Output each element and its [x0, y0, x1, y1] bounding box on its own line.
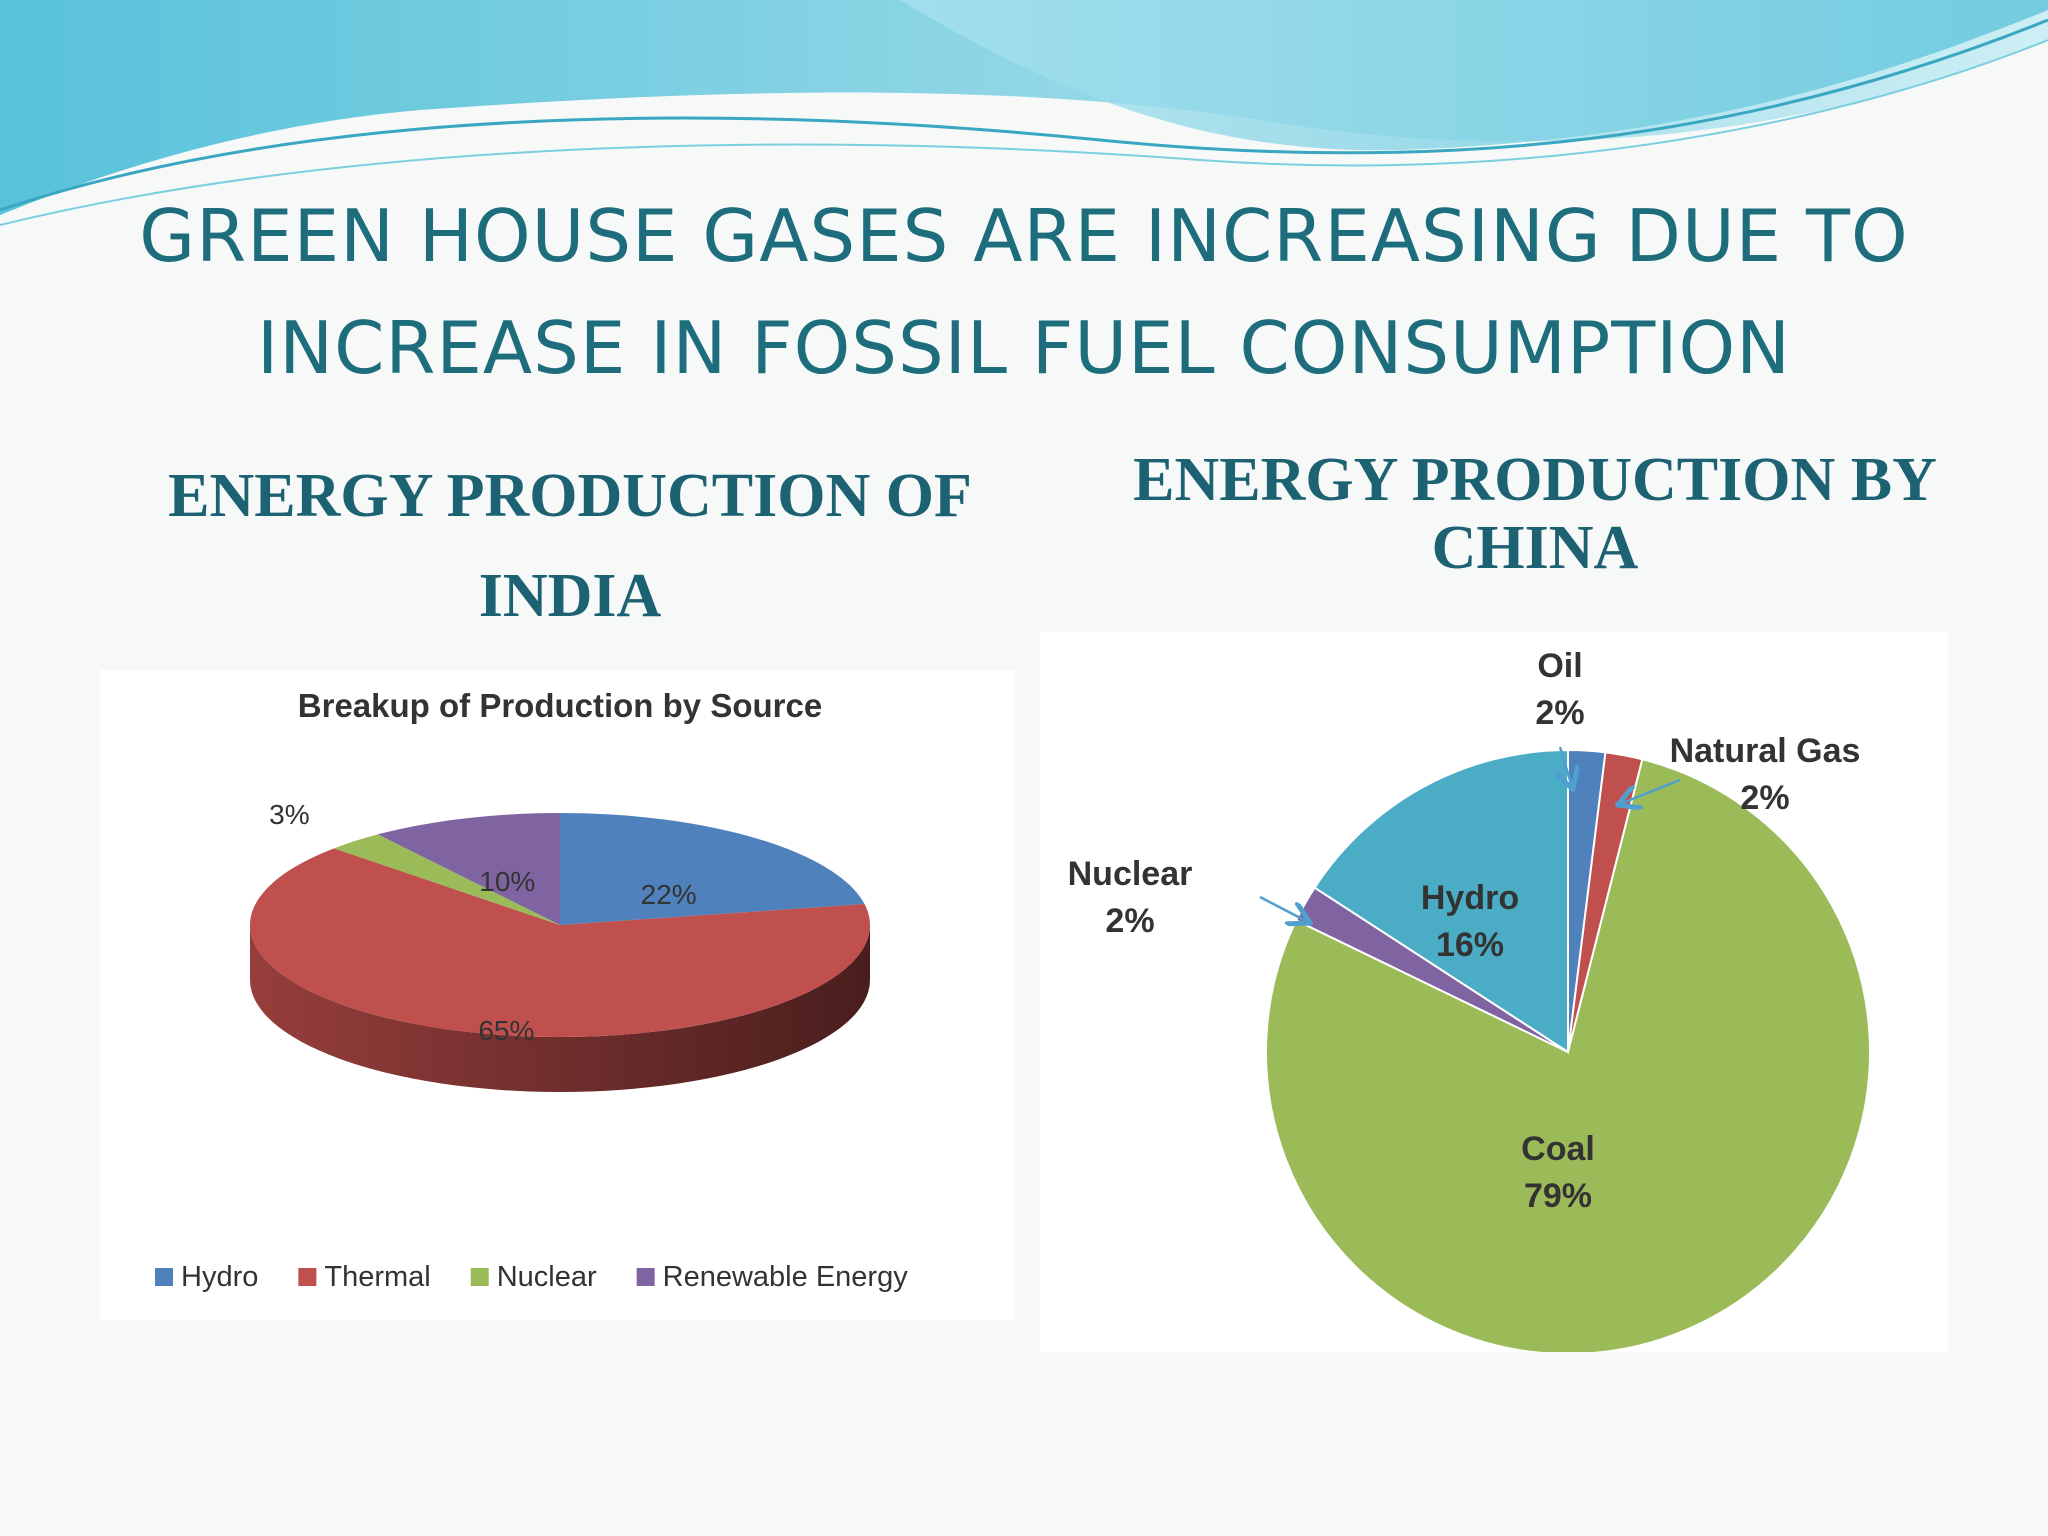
- india-slice-label-hydro: 22%: [641, 879, 697, 910]
- china-slice-value-natural-gas: 2%: [1740, 779, 1789, 817]
- china-heading: ENERGY PRODUCTION BY CHINA: [1080, 446, 1990, 582]
- india-slice-nuclear: [334, 834, 560, 925]
- china-heading-line-1: ENERGY PRODUCTION BY: [1133, 446, 1937, 514]
- china-slice-name-nuclear: Nuclear: [1068, 855, 1193, 893]
- india-legend-label-thermal: Thermal: [324, 1261, 430, 1293]
- slide-title-line-1: GREEN HOUSE GASES ARE INCREASING DUE TO: [139, 194, 1909, 278]
- china-leader-arrow-nuclear: [1259, 895, 1308, 922]
- china-pie-chart: Oil 2% Natural Gas 2% Coal 79% Nuclear 2% Hydro 1…: [1068, 647, 1871, 1352]
- china-slice-hydro: [1313, 748, 1569, 1054]
- india-slice-label-nuclear: 3%: [269, 799, 309, 830]
- india-slice-label-thermal: 65%: [478, 1015, 534, 1046]
- china-slice-name-oil: Oil: [1537, 647, 1582, 685]
- china-leader-arrow-oil: [1560, 746, 1572, 787]
- slide-title-line-2: INCREASE IN FOSSIL FUEL CONSUMPTION: [256, 306, 1792, 390]
- india-heading: ENERGY PRODUCTION OF INDIA: [120, 446, 1020, 646]
- india-slice-label-renewable-energy: 10%: [479, 866, 535, 897]
- india-legend-label-renewable-energy: Renewable Energy: [663, 1261, 909, 1293]
- india-legend-swatch-thermal: [298, 1268, 317, 1286]
- india-pie-side: [250, 925, 870, 1092]
- india-legend-swatch-renewable-energy: [636, 1268, 655, 1286]
- china-slice-value-hydro: 16%: [1436, 926, 1504, 964]
- india-chart-title: Breakup of Production by Source: [298, 687, 822, 724]
- india-heading-line-2: INDIA: [478, 562, 662, 630]
- india-slice-renewable-energy: [377, 813, 560, 925]
- india-slice-thermal: [250, 848, 871, 1037]
- india-chart-panel: Breakup of Production by Source 22% 65% 3% 1…: [100, 670, 1015, 1320]
- china-slice-name-natural-gas: Natural Gas: [1670, 732, 1861, 770]
- india-pie-chart: Breakup of Production by Source 22% 65% 3% 1…: [155, 687, 909, 1293]
- india-legend-label-hydro: Hydro: [181, 1261, 258, 1293]
- china-slice-value-coal: 79%: [1524, 1177, 1592, 1215]
- slide-title: GREEN HOUSE GASES ARE INCREASING DUE TO …: [60, 180, 1988, 404]
- china-chart-panel: Oil 2% Natural Gas 2% Coal 79% Nuclear 2% Hydro 1…: [1040, 632, 1948, 1352]
- india-legend-swatch-nuclear: [470, 1268, 489, 1286]
- china-slice-name-hydro: Hydro: [1421, 879, 1519, 917]
- china-slice-value-nuclear: 2%: [1105, 902, 1154, 940]
- header-wave-decoration: [0, 0, 2048, 226]
- china-leader-arrow-natural-gas: [1620, 778, 1681, 804]
- china-slice-value-oil: 2%: [1535, 694, 1584, 732]
- china-slice-coal: [1265, 758, 1871, 1352]
- india-legend-swatch-hydro: [155, 1268, 173, 1286]
- india-legend-label-nuclear: Nuclear: [497, 1261, 597, 1293]
- india-heading-line-1: ENERGY PRODUCTION OF: [168, 462, 972, 530]
- india-slice-side-thermal: [250, 925, 870, 1092]
- china-heading-line-2: CHINA: [1431, 514, 1639, 582]
- india-slice-hydro: [560, 813, 865, 925]
- china-slice-name-coal: Coal: [1521, 1130, 1595, 1168]
